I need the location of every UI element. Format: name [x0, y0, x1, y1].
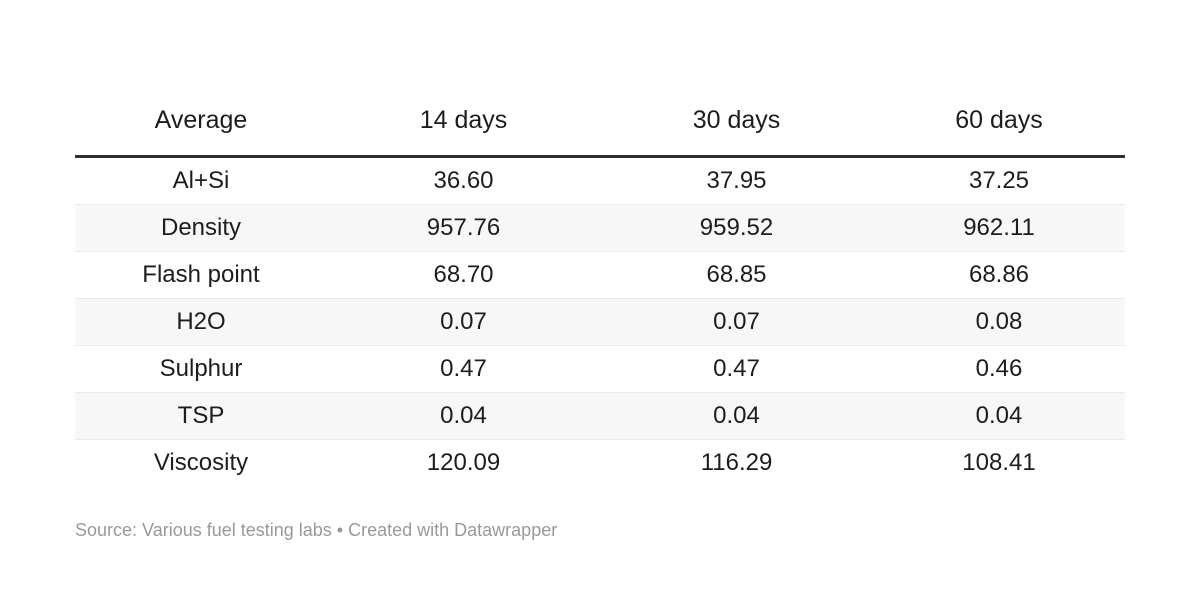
table-page: Average 14 days 30 days 60 days Al+Si 36…	[75, 90, 1125, 540]
row-label: Al+Si	[75, 156, 327, 205]
cell-value: 962.11	[873, 204, 1125, 252]
cell-value: 0.07	[327, 298, 600, 346]
column-header-60-days: 60 days	[873, 90, 1125, 158]
cell-value: 957.76	[327, 204, 600, 252]
cell-value: 36.60	[327, 156, 600, 205]
column-header-30-days: 30 days	[600, 90, 873, 158]
cell-value: 0.04	[600, 392, 873, 440]
row-label: Density	[75, 204, 327, 252]
table-row: Viscosity 120.09 116.29 108.41	[75, 440, 1125, 487]
table-row: Al+Si 36.60 37.95 37.25	[75, 156, 1125, 205]
cell-value: 0.08	[873, 298, 1125, 346]
cell-value: 108.41	[962, 449, 1036, 476]
cell-value: 68.70	[327, 251, 600, 299]
cell-value: 120.09	[426, 449, 501, 476]
row-label: H2O	[75, 298, 327, 346]
row-label: Sulphur	[75, 345, 327, 393]
cell-value: 0.46	[873, 345, 1125, 393]
cell-value: 0.07	[600, 298, 873, 346]
cell-value: 68.86	[873, 251, 1125, 299]
cell-value: 0.47	[327, 345, 600, 393]
row-label: TSP	[75, 392, 327, 440]
table-row: Sulphur 0.47 0.47 0.46	[75, 345, 1125, 393]
cell-value: 68.85	[600, 251, 873, 299]
table-row: TSP 0.04 0.04 0.04	[75, 392, 1125, 440]
cell-value: 116.29	[700, 449, 773, 476]
table-row: H2O 0.07 0.07 0.08	[75, 298, 1125, 346]
table-row: Flash point 68.70 68.85 68.86	[75, 251, 1125, 299]
data-table: Average 14 days 30 days 60 days Al+Si 36…	[75, 90, 1125, 486]
row-label: Viscosity	[153, 449, 249, 476]
source-line: Source: Various fuel testing labs • Crea…	[75, 520, 558, 540]
row-label: Flash point	[75, 251, 327, 299]
column-header-14-days: 14 days	[327, 90, 600, 158]
cell-value: 0.47	[600, 345, 873, 393]
cell-value: 959.52	[600, 204, 873, 252]
column-header-average: Average	[75, 90, 327, 158]
cell-value: 37.95	[600, 156, 873, 205]
header-row: Average 14 days 30 days 60 days	[75, 90, 1125, 158]
table-row: Density 957.76 959.52 962.11	[75, 204, 1125, 252]
cell-value: 0.04	[873, 392, 1125, 440]
cell-value: 37.25	[873, 156, 1125, 205]
cell-value: 0.04	[327, 392, 600, 440]
